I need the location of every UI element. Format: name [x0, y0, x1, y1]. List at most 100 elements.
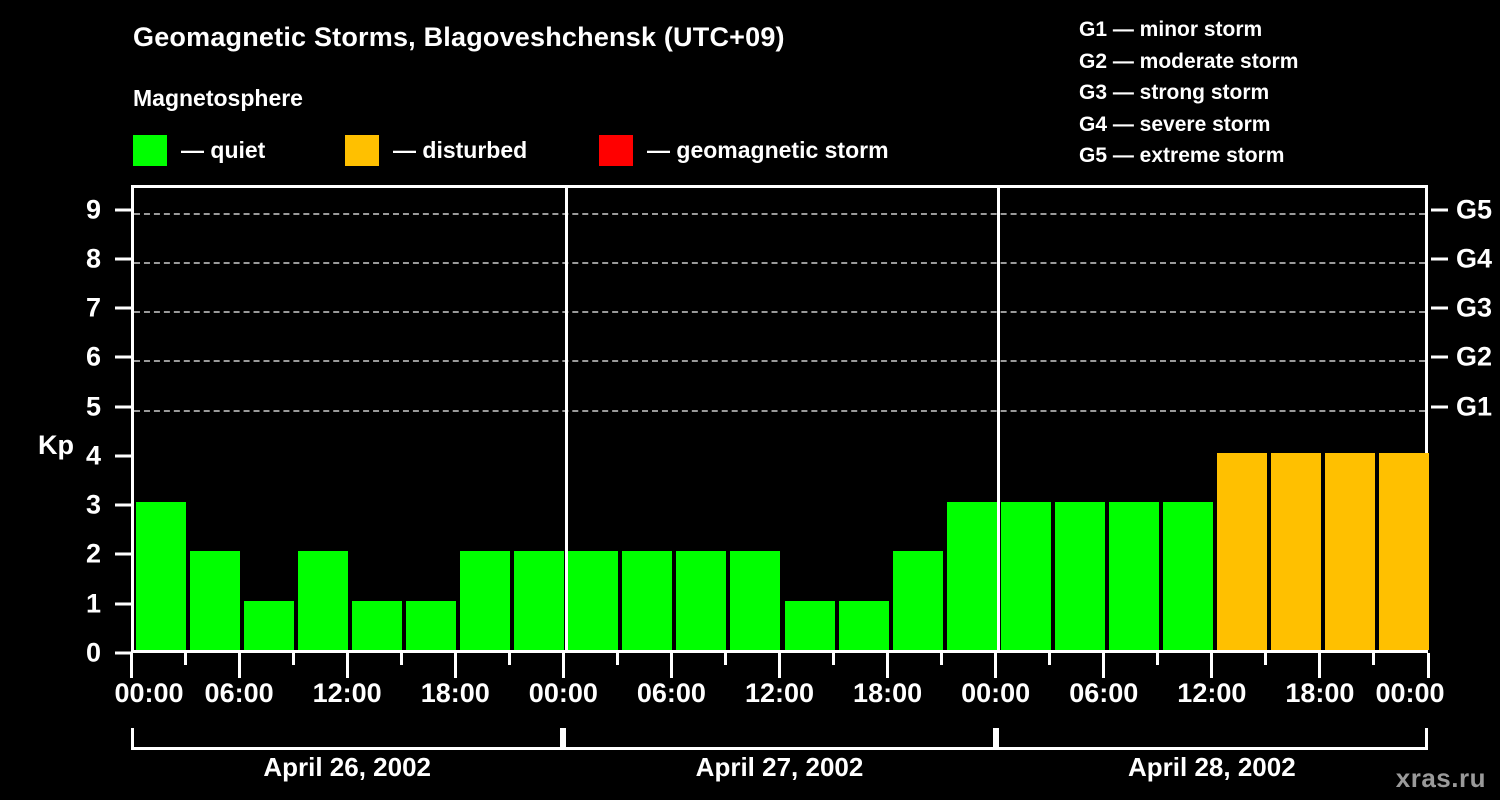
bar[interactable] [1324, 452, 1375, 650]
legend-swatch-storm [599, 134, 633, 166]
day-separator-2 [997, 188, 1001, 650]
g-axis: G1 G2 G3 G4 G5 [1428, 185, 1500, 653]
x-tick-minor [1156, 653, 1160, 665]
legend-swatch-disturbed [345, 134, 379, 166]
bar[interactable] [514, 551, 565, 650]
date-bracket [131, 728, 564, 750]
y-tick-label-1: 1 [85, 588, 101, 619]
x-tick-label: 06:00 [1069, 678, 1139, 708]
watermark: xras.ru [1395, 763, 1486, 793]
g-scale-legend: G1 — minor storm G2 — moderate storm G3 — … [1079, 14, 1298, 172]
bar[interactable] [946, 502, 997, 650]
y-tick-label-4: 4 [85, 440, 101, 471]
x-tick-label: 06:00 [204, 678, 274, 708]
g-scale-row-g3: G3 — strong storm [1079, 81, 1270, 104]
bar[interactable] [460, 551, 511, 650]
legend-item-quiet: — quiet [133, 133, 265, 167]
x-tick-major [886, 653, 890, 678]
y-tick-label-2: 2 [85, 538, 101, 569]
x-tick-major [1318, 653, 1322, 678]
bar[interactable] [784, 600, 835, 650]
x-tick-label: 00:00 [1375, 678, 1445, 708]
bar[interactable] [136, 502, 187, 650]
y-tick-mark-8 [115, 257, 131, 261]
bar[interactable] [1378, 452, 1429, 650]
x-tick-minor [723, 653, 727, 665]
bar[interactable] [838, 600, 889, 650]
x-tick-minor [832, 653, 836, 665]
y-tick-mark-6 [115, 355, 131, 359]
plot-inner [134, 188, 1429, 650]
x-tick-minor [291, 653, 295, 665]
bar[interactable] [1108, 502, 1159, 650]
g-tick-mark-g4 [1431, 257, 1448, 261]
bar[interactable] [1000, 502, 1051, 650]
legend-label-storm: — geomagnetic storm [647, 136, 889, 163]
date-bracket [995, 728, 1428, 750]
x-tick-major [1210, 653, 1214, 678]
y-tick-label-5: 5 [85, 391, 101, 422]
x-tick-minor [940, 653, 944, 665]
x-tick-major [778, 653, 781, 678]
bar[interactable] [622, 551, 673, 650]
bar[interactable] [676, 551, 727, 650]
x-tick-major [1426, 653, 1430, 678]
bar[interactable] [298, 551, 349, 650]
bar[interactable] [892, 551, 943, 650]
y-tick-mark-7 [115, 306, 131, 310]
y-tick-mark-4 [115, 454, 131, 458]
g-scale-row-g1: G1 — minor storm [1079, 18, 1263, 41]
gridline-kp-7 [134, 311, 1425, 314]
plot-area [131, 185, 1429, 653]
bar[interactable] [730, 551, 781, 650]
x-tick-label: 00:00 [528, 678, 598, 708]
bar[interactable] [1216, 452, 1267, 650]
bar[interactable] [568, 551, 619, 650]
y-tick-mark-1 [115, 602, 131, 606]
x-tick-minor [1372, 653, 1376, 665]
x-tick-label: 12:00 [312, 678, 382, 708]
bar[interactable] [1270, 452, 1321, 650]
date-label: April 28, 2002 [1128, 752, 1296, 782]
magnetosphere-label: Magnetosphere [133, 85, 303, 111]
g-tick-label-g4: G4 [1456, 243, 1493, 274]
g-tick-mark-g3 [1431, 306, 1448, 310]
x-tick-label: 00:00 [114, 678, 184, 708]
legend-item-disturbed: — disturbed [345, 133, 527, 167]
day-separator-1 [564, 188, 568, 650]
date-bracket [563, 728, 996, 750]
bar[interactable] [1162, 502, 1213, 650]
bar[interactable] [244, 600, 295, 650]
x-tick-label: 12:00 [744, 678, 815, 708]
bar[interactable] [1054, 502, 1105, 650]
x-tick-major [129, 653, 133, 678]
x-tick-label: 18:00 [853, 678, 923, 708]
x-tick-label: 06:00 [636, 678, 706, 708]
gridline-kp-6 [134, 360, 1425, 363]
bar[interactable] [190, 551, 241, 650]
y-tick-mark-5 [115, 405, 131, 409]
x-axis: 00:00 06:00 12:00 18:00 00:00 06:00 12:00 18:00… [114, 653, 1445, 728]
g-tick-label-g5: G5 [1456, 194, 1493, 225]
x-tick-major [237, 653, 241, 678]
y-tick-mark-3 [115, 503, 131, 507]
y-tick-label-3: 3 [85, 489, 101, 520]
y-tick-label-0: 0 [85, 637, 101, 668]
g-scale-row-g2: G2 — moderate storm [1079, 49, 1299, 73]
g-tick-mark-g1 [1431, 405, 1448, 409]
x-tick-minor [615, 653, 619, 665]
y-axis: 0 1 2 3 4 5 6 7 8 9 [0, 185, 131, 668]
x-tick-label: 12:00 [1177, 678, 1247, 708]
bar[interactable] [352, 600, 403, 650]
date-axis: April 26, 2002 April 27, 2002 April 28, 20… [131, 728, 1428, 798]
y-tick-mark-0 [115, 651, 131, 655]
g-scale-row-g5: G5 — extreme storm [1079, 144, 1285, 167]
y-tick-label-8: 8 [85, 243, 101, 274]
date-label: April 27, 2002 [695, 752, 864, 782]
legend-swatch-quiet [133, 134, 167, 166]
x-tick-minor [399, 653, 403, 665]
y-tick-label-7: 7 [85, 292, 101, 323]
y-tick-mark-2 [115, 552, 131, 556]
bar[interactable] [406, 600, 457, 650]
legend-label-quiet: — quiet [181, 136, 266, 163]
